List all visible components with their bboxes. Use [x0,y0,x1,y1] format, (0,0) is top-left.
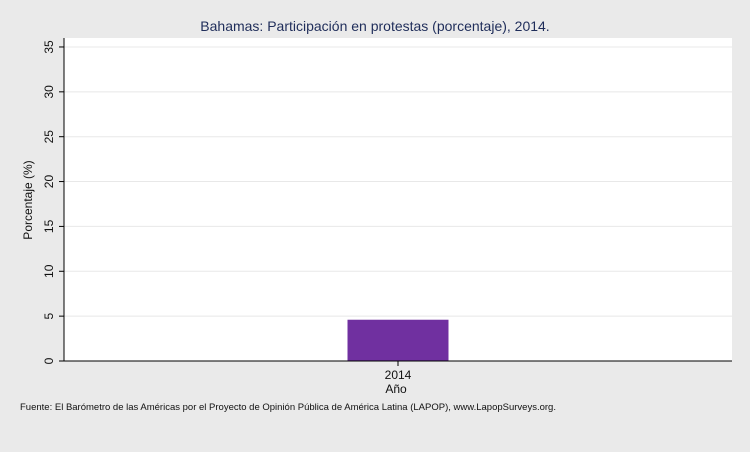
y-tick-label: 10 [42,264,56,278]
y-tick-label: 5 [42,312,56,319]
y-tick-label: 20 [42,175,56,189]
y-tick-label: 30 [42,85,56,99]
x-tick-label: 2014 [385,368,412,382]
y-tick-label: 25 [42,130,56,144]
y-axis-title: Porcentaje (%) [21,160,35,239]
bar-2014 [347,319,449,361]
y-tick-label: 35 [42,40,56,54]
source-note: Fuente: El Barómetro de las Américas por… [20,402,556,413]
y-axis-ticks: 0 5 10 15 20 25 30 35 [42,40,64,364]
bars [347,319,449,361]
plot-area [64,38,732,361]
gridlines [64,46,732,317]
x-axis-ticks: 2014 [385,361,412,382]
y-tick-label: 0 [42,357,56,364]
chart-title: Bahamas: Participación en protestas (por… [200,18,549,34]
x-axis-title: Año [385,382,407,396]
y-tick-label: 15 [42,219,56,233]
